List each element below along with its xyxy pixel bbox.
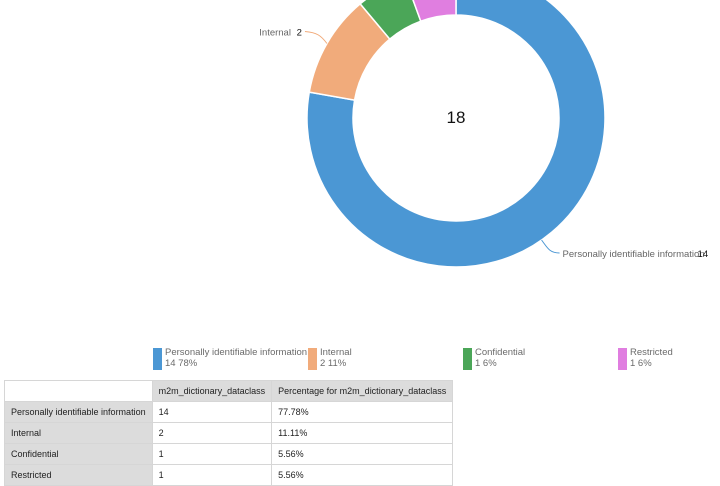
table-cell-percentage: 5.56% <box>271 443 454 465</box>
table-header-row: m2m_dictionary_dataclass Percentage for … <box>4 380 454 402</box>
legend-swatch-restricted <box>618 348 627 370</box>
table-row-label: Confidential <box>4 443 153 465</box>
slice-label-internal: Internal <box>259 28 291 39</box>
legend-swatch-confidential <box>463 348 472 370</box>
leader-line-pii <box>541 239 560 254</box>
donut-center-total: 18 <box>447 108 466 127</box>
table-cell-count: 2 <box>151 422 273 444</box>
chart-legend: Personally identifiable information 14 7… <box>0 347 720 373</box>
legend-detail-internal: 2 11% <box>320 358 347 369</box>
legend-label-pii: Personally identifiable information <box>165 347 308 358</box>
table-row-label: Restricted <box>4 464 153 486</box>
legend-item-restricted[interactable]: Restricted 1 6% <box>618 347 673 370</box>
table-row: Internal 2 11.11% <box>4 422 454 444</box>
table-cell-count: 14 <box>151 401 273 423</box>
table-row: Restricted 1 5.56% <box>4 464 454 486</box>
table-row: Personally identifiable information 14 7… <box>4 401 454 423</box>
slice-value-pii: 14 <box>698 249 709 260</box>
legend-swatch-internal <box>308 348 317 370</box>
donut-slice-restricted[interactable] <box>405 0 457 23</box>
donut-slice-confidential[interactable] <box>359 0 422 41</box>
table-header-count: m2m_dictionary_dataclass <box>151 380 273 402</box>
slice-value-internal: 2 <box>297 28 302 39</box>
leader-line-internal <box>304 31 328 44</box>
slice-label-pii: Personally identifiable information <box>563 249 705 260</box>
legend-item-pii[interactable]: Personally identifiable information 14 7… <box>153 347 307 370</box>
legend-detail-restricted: 1 6% <box>630 358 652 369</box>
table-row-label: Personally identifiable information <box>4 401 153 423</box>
table-cell-count: 1 <box>151 443 273 465</box>
legend-detail-pii: 14 78% <box>165 358 198 369</box>
data-table: m2m_dictionary_dataclass Percentage for … <box>4 380 454 486</box>
legend-item-confidential[interactable]: Confidential 1 6% <box>463 347 525 370</box>
legend-detail-confidential: 1 6% <box>475 358 497 369</box>
table-row: Confidential 1 5.56% <box>4 443 454 465</box>
table-cell-percentage: 77.78% <box>271 401 454 423</box>
table-cell-percentage: 5.56% <box>271 464 454 486</box>
table-cell-count: 1 <box>151 464 273 486</box>
legend-label-internal: Internal <box>320 347 352 358</box>
table-cell-percentage: 11.11% <box>271 422 454 444</box>
legend-swatch-pii <box>153 348 162 370</box>
table-row-label: Internal <box>4 422 153 444</box>
legend-label-restricted: Restricted <box>630 347 673 358</box>
table-header-percentage: Percentage for m2m_dictionary_dataclass <box>271 380 454 402</box>
table-corner-cell <box>4 380 153 402</box>
legend-item-internal[interactable]: Internal 2 11% <box>308 347 352 370</box>
legend-label-confidential: Confidential <box>475 347 526 358</box>
donut-slice-pii[interactable] <box>306 0 606 268</box>
